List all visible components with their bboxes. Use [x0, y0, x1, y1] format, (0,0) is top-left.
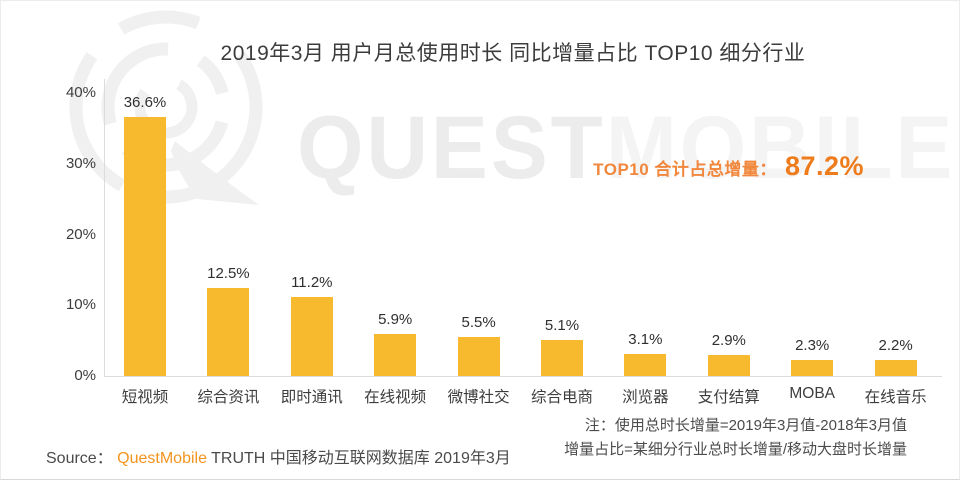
bar-value-label: 2.9% [711, 332, 746, 349]
bar [207, 288, 250, 376]
y-axis-tick-label: 20% [65, 225, 96, 243]
footnote: 注：使用总时长增量=2019年3月值-2018年3月值 增量占比=某细分行业总时… [564, 414, 907, 462]
bar-value-label: 2.2% [878, 337, 913, 354]
bar [457, 337, 500, 376]
bar-category-label: 浏览器 [622, 389, 669, 406]
y-axis-tick-label: 40% [65, 84, 96, 101]
y-axis-tick-label: 30% [65, 154, 96, 172]
bar [874, 360, 917, 376]
bar-category-label: 综合资讯 [197, 389, 260, 406]
note-line-1: 注：使用总时长增量=2019年3月值-2018年3月值 [584, 417, 907, 434]
y-axis-tick-label: 0% [74, 367, 96, 384]
bar-category-label: 在线音乐 [864, 389, 927, 406]
bar-value-label: 11.2% [291, 274, 333, 291]
bar-category-label: 短视频 [121, 389, 169, 406]
bar [541, 340, 583, 376]
source-text: TRUTH 中国移动互联网数据库 2019年3月 [211, 450, 511, 467]
bar [624, 354, 667, 376]
bar-value-label: 5.1% [544, 317, 580, 334]
bar-value-label: 3.1% [628, 331, 663, 348]
bar-value-label: 5.5% [461, 314, 496, 331]
bar [124, 117, 166, 376]
top10-total-share-value: 87.2% [784, 151, 864, 181]
source-label: Source： [46, 450, 113, 467]
bar-category-label: 综合电商 [530, 389, 593, 406]
bar-value-label: 2.3% [795, 337, 830, 354]
x-axis-line [104, 376, 942, 377]
bar-value-label: 5.9% [378, 311, 413, 328]
y-axis-line [104, 79, 105, 376]
top10-total-share: TOP10 合计占总增量： 87.2% [593, 151, 864, 182]
bar-category-label: MOBA [789, 385, 836, 402]
source-brand: QuestMobile [117, 450, 207, 467]
bar [707, 355, 750, 376]
bar-category-label: 即时通讯 [280, 389, 343, 406]
bar-category-label: 微博社交 [447, 389, 510, 406]
bar [290, 297, 333, 376]
bar [791, 360, 834, 376]
bar [374, 334, 417, 376]
bar-value-label: 12.5% [207, 265, 250, 282]
source-line: Source： QuestMobile TRUTH 中国移动互联网数据库 201… [46, 444, 511, 468]
note-line-2: 增量占比=某细分行业总时长增量/移动大盘时长增量 [564, 441, 907, 458]
bar-value-label: 36.6% [123, 94, 167, 111]
bar-category-label: 支付结算 [697, 389, 760, 406]
top10-total-share-label: TOP10 合计占总增量： [593, 160, 777, 179]
y-axis-tick-label: 10% [65, 296, 96, 314]
bar-category-label: 在线视频 [364, 389, 427, 406]
chart-title: 2019年3月 用户月总使用时长 同比增量占比 TOP10 细分行业 [220, 42, 806, 65]
